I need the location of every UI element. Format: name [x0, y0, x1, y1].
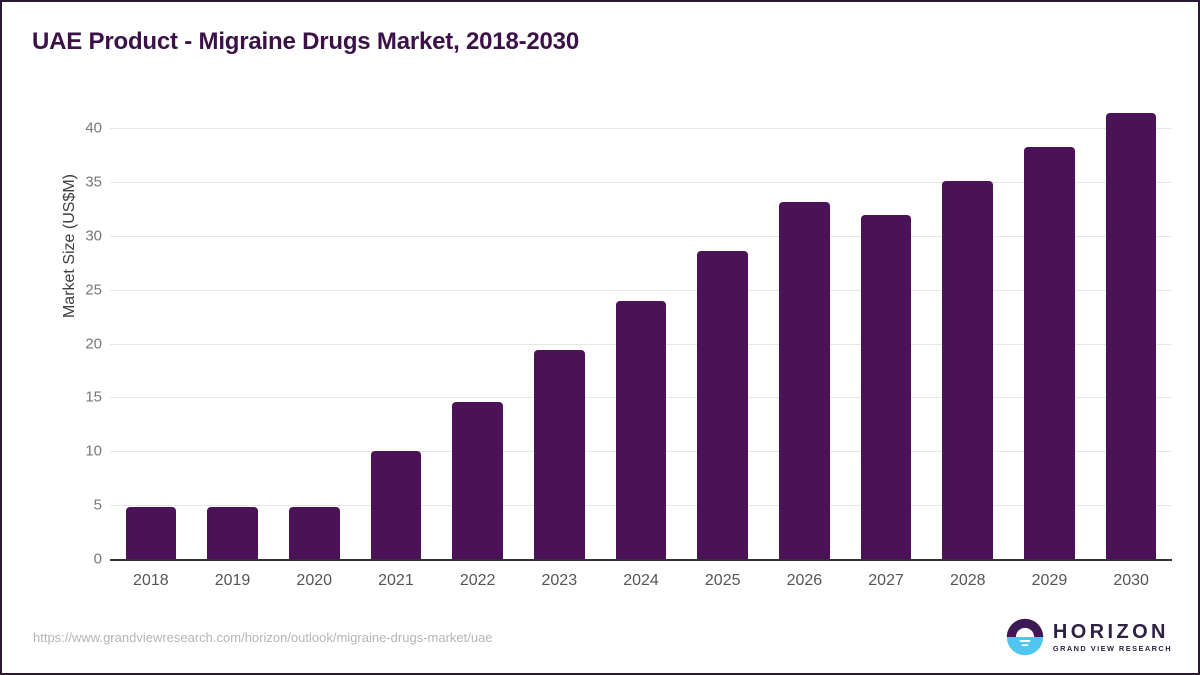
x-axis-tick-label: 2020 [296, 572, 333, 589]
x-axis-tick-label: 2018 [133, 572, 169, 589]
x-axis-tick-label: 2029 [1031, 572, 1068, 589]
y-axis-tick-label: 15 [85, 388, 102, 406]
x-axis-tick-label: 2024 [623, 572, 659, 589]
y-axis-tick-label: 5 [93, 496, 102, 514]
bar[interactable] [860, 215, 912, 559]
x-axis-tick-label: 2026 [786, 572, 823, 589]
bar[interactable] [370, 451, 422, 559]
y-axis-tick-label: 20 [85, 335, 102, 352]
y-axis-tick-label: 30 [85, 227, 102, 245]
logo-wordmark: HORIZON [1052, 620, 1169, 643]
bar[interactable] [1105, 112, 1157, 559]
x-axis-tick-label: 2028 [949, 572, 986, 589]
gridline [110, 181, 1172, 183]
gridline [110, 235, 1172, 237]
plot-area [110, 112, 1172, 559]
x-axis-tick-label: 2019 [214, 572, 251, 589]
bar[interactable] [942, 180, 994, 559]
gridline [110, 289, 1172, 291]
x-axis-line [110, 559, 1172, 561]
y-axis-tick-label: 0 [93, 550, 102, 568]
gridline [110, 128, 1172, 129]
logo-text: HORIZON GRAND VIEW RESEARCH [1053, 622, 1172, 652]
x-axis-tick-label: 2021 [378, 572, 414, 589]
x-axis-tick-label: 2023 [541, 572, 578, 589]
bar[interactable] [615, 301, 667, 559]
bar[interactable] [288, 507, 340, 559]
bar[interactable] [125, 507, 177, 559]
logo-subtitle: GRAND VIEW RESEARCH [1052, 643, 1172, 653]
bar[interactable] [779, 202, 830, 559]
bar[interactable] [697, 250, 748, 559]
bar[interactable] [452, 401, 503, 559]
x-axis-tick-label: 2027 [868, 572, 904, 589]
source-url[interactable]: https://www.grandviewresearch.com/horizo… [33, 630, 493, 645]
x-axis-tick-label: 2025 [704, 572, 741, 589]
bar[interactable] [533, 349, 585, 559]
page-title: UAE Product - Migraine Drugs Market, 201… [32, 28, 579, 55]
bar[interactable] [1024, 147, 1075, 559]
y-axis-tick-label: 40 [85, 119, 102, 137]
bar[interactable] [207, 507, 258, 559]
y-axis-tick-label: 10 [85, 442, 102, 460]
x-axis-tick-label: 2030 [1113, 572, 1149, 589]
y-axis-tick-label: 35 [85, 173, 102, 191]
horizon-circle-logo-icon [1006, 618, 1044, 656]
y-axis-ticks: 0 5 10 15 20 25 30 35 40 [32, 2, 102, 673]
x-axis-tick-label: 2022 [459, 572, 496, 589]
horizon-logo: HORIZON GRAND VIEW RESEARCH [1006, 618, 1172, 656]
y-axis-tick-label: 25 [85, 281, 102, 299]
